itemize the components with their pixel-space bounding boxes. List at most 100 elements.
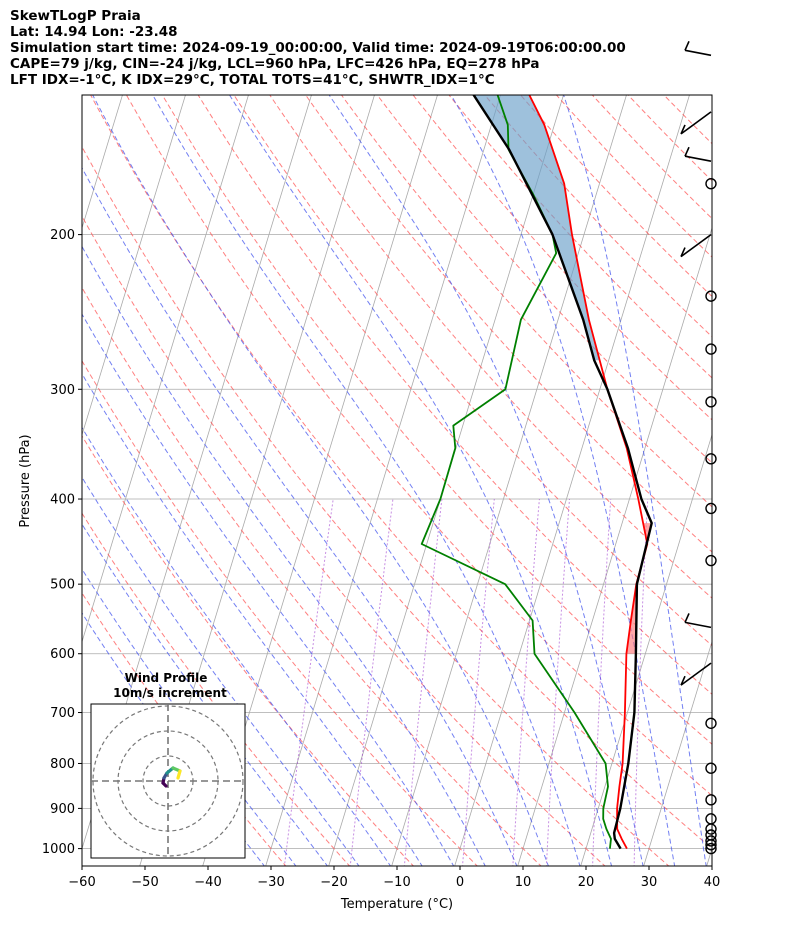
y-axis-label: Pressure (hPa) — [18, 434, 33, 527]
mixing-ratio-line — [545, 498, 570, 866]
moist-adiabat-line — [82, 245, 486, 866]
dry-adiabat-line — [484, 95, 712, 338]
moist-adiabat-line — [82, 166, 518, 866]
calm-wind-circle — [705, 842, 717, 855]
inset-subtitle: 10m/s increment — [113, 686, 227, 700]
x-tick-label: −20 — [320, 875, 347, 890]
isotherm-line — [82, 95, 249, 644]
moist-adiabat-line — [228, 95, 613, 866]
time-line: Simulation start time: 2024-09-19_00:00:… — [10, 40, 626, 56]
calm-wind-circle — [705, 290, 717, 302]
dry-adiabat-line — [90, 95, 712, 850]
chart-header: SkewTLogP Praia Lat: 14.94 Lon: -23.48 S… — [10, 8, 626, 88]
x-tick-label: 10 — [515, 875, 532, 890]
inset-title: Wind Profile — [125, 671, 208, 685]
calm-wind-circle — [705, 453, 717, 465]
moist-adiabat-line — [328, 95, 644, 866]
location-line: Lat: 14.94 Lon: -23.48 — [10, 24, 178, 40]
x-axis-label: Temperature (°C) — [340, 897, 453, 912]
isotherm-line — [643, 640, 712, 866]
x-tick-label: 30 — [641, 875, 658, 890]
moist-adiabat-line — [82, 372, 423, 866]
mixing-ratio-line — [633, 498, 649, 866]
dry-adiabat-line — [82, 512, 351, 866]
isotherm-line — [82, 95, 123, 230]
y-tick-label: 900 — [50, 802, 75, 817]
isotherm-line — [580, 433, 712, 866]
x-tick-label: −50 — [131, 875, 158, 890]
x-tick-label: 40 — [704, 875, 721, 890]
y-tick-label: 500 — [50, 578, 75, 593]
hodograph-segment — [176, 769, 182, 780]
dry-adiabat-line — [448, 95, 712, 379]
y-tick-label: 700 — [50, 706, 75, 721]
isotherm-line — [769, 0, 794, 867]
dry-adiabat-line — [269, 95, 712, 599]
wind-barb — [680, 662, 712, 686]
profile-lines — [420, 95, 653, 850]
y-tick-label: 1000 — [42, 842, 75, 857]
wind-barb — [684, 613, 712, 629]
dry-adiabat-line — [197, 95, 712, 695]
dry-adiabat-line — [82, 359, 478, 866]
y-tick-label: 200 — [50, 228, 75, 243]
wind-barb — [680, 111, 712, 135]
parcel-path-line — [472, 95, 653, 850]
dry-adiabat-line — [305, 95, 712, 553]
dry-adiabat-line — [82, 435, 415, 866]
calm-wind-circle — [705, 717, 717, 729]
isotherm-line — [454, 95, 690, 866]
moist-adiabat-line — [152, 95, 581, 866]
chart-title: SkewTLogP Praia — [10, 8, 141, 24]
moist-adiabat-line — [82, 426, 392, 866]
wind-barb — [684, 40, 712, 57]
dry-adiabat-line — [340, 95, 712, 508]
mixing-ratio-line — [462, 498, 495, 866]
calm-wind-circle — [705, 177, 717, 190]
dry-adiabat-line — [233, 95, 712, 647]
axis-ticks: −60 −50 −40 −30 −20 −10 0 10 20 30 40 1000 900 800 700… — [42, 228, 721, 890]
dry-adiabat-line — [125, 95, 712, 797]
mixing-ratio-line — [349, 498, 394, 866]
calm-wind-circle — [705, 502, 717, 515]
moist-adiabat-line — [82, 313, 455, 866]
calm-wind-circle — [705, 829, 717, 841]
isotherm-line — [0, 0, 34, 867]
mixing-ratio-line — [283, 498, 334, 866]
dry-adiabat-line — [412, 95, 712, 421]
indices-line-1: CAPE=79 j/kg, CIN=-24 j/kg, LCL=960 hPa,… — [10, 56, 540, 72]
y-tick-label: 800 — [50, 757, 75, 772]
wind-column — [680, 40, 717, 855]
isotherm-line — [706, 847, 712, 866]
x-tick-label: −10 — [383, 875, 410, 890]
mixing-ratio-line — [512, 498, 540, 866]
cin-area — [626, 523, 652, 654]
x-tick-label: −40 — [194, 875, 221, 890]
calm-wind-circle — [705, 794, 717, 806]
x-tick-label: −30 — [257, 875, 284, 890]
moist-adiabat-line — [563, 95, 707, 866]
isotherm-line — [517, 226, 712, 866]
x-tick-label: 0 — [456, 875, 464, 890]
calm-wind-circle — [705, 396, 717, 408]
dry-adiabat-line — [82, 286, 542, 866]
calm-wind-circle — [705, 343, 717, 355]
y-tick-label: 600 — [50, 647, 75, 662]
background-lines — [0, 0, 794, 867]
isotherm-line — [328, 95, 564, 866]
wind-barb — [680, 233, 712, 258]
dry-adiabat-line — [161, 95, 712, 745]
calm-wind-circle — [705, 813, 717, 825]
moist-adiabat-line — [82, 612, 266, 866]
mixing-ratio-line — [403, 498, 443, 866]
calm-wind-circle — [705, 554, 717, 567]
calm-wind-circle — [705, 762, 717, 774]
wind-profile-inset: Wind Profile 10m/s increment — [90, 671, 246, 859]
moist-adiabat-line — [92, 95, 549, 866]
y-tick-label: 300 — [50, 383, 75, 398]
isotherm-line — [82, 95, 186, 437]
x-tick-label: −60 — [68, 875, 95, 890]
dry-adiabat-line — [376, 95, 712, 464]
y-tick-label: 400 — [50, 493, 75, 508]
